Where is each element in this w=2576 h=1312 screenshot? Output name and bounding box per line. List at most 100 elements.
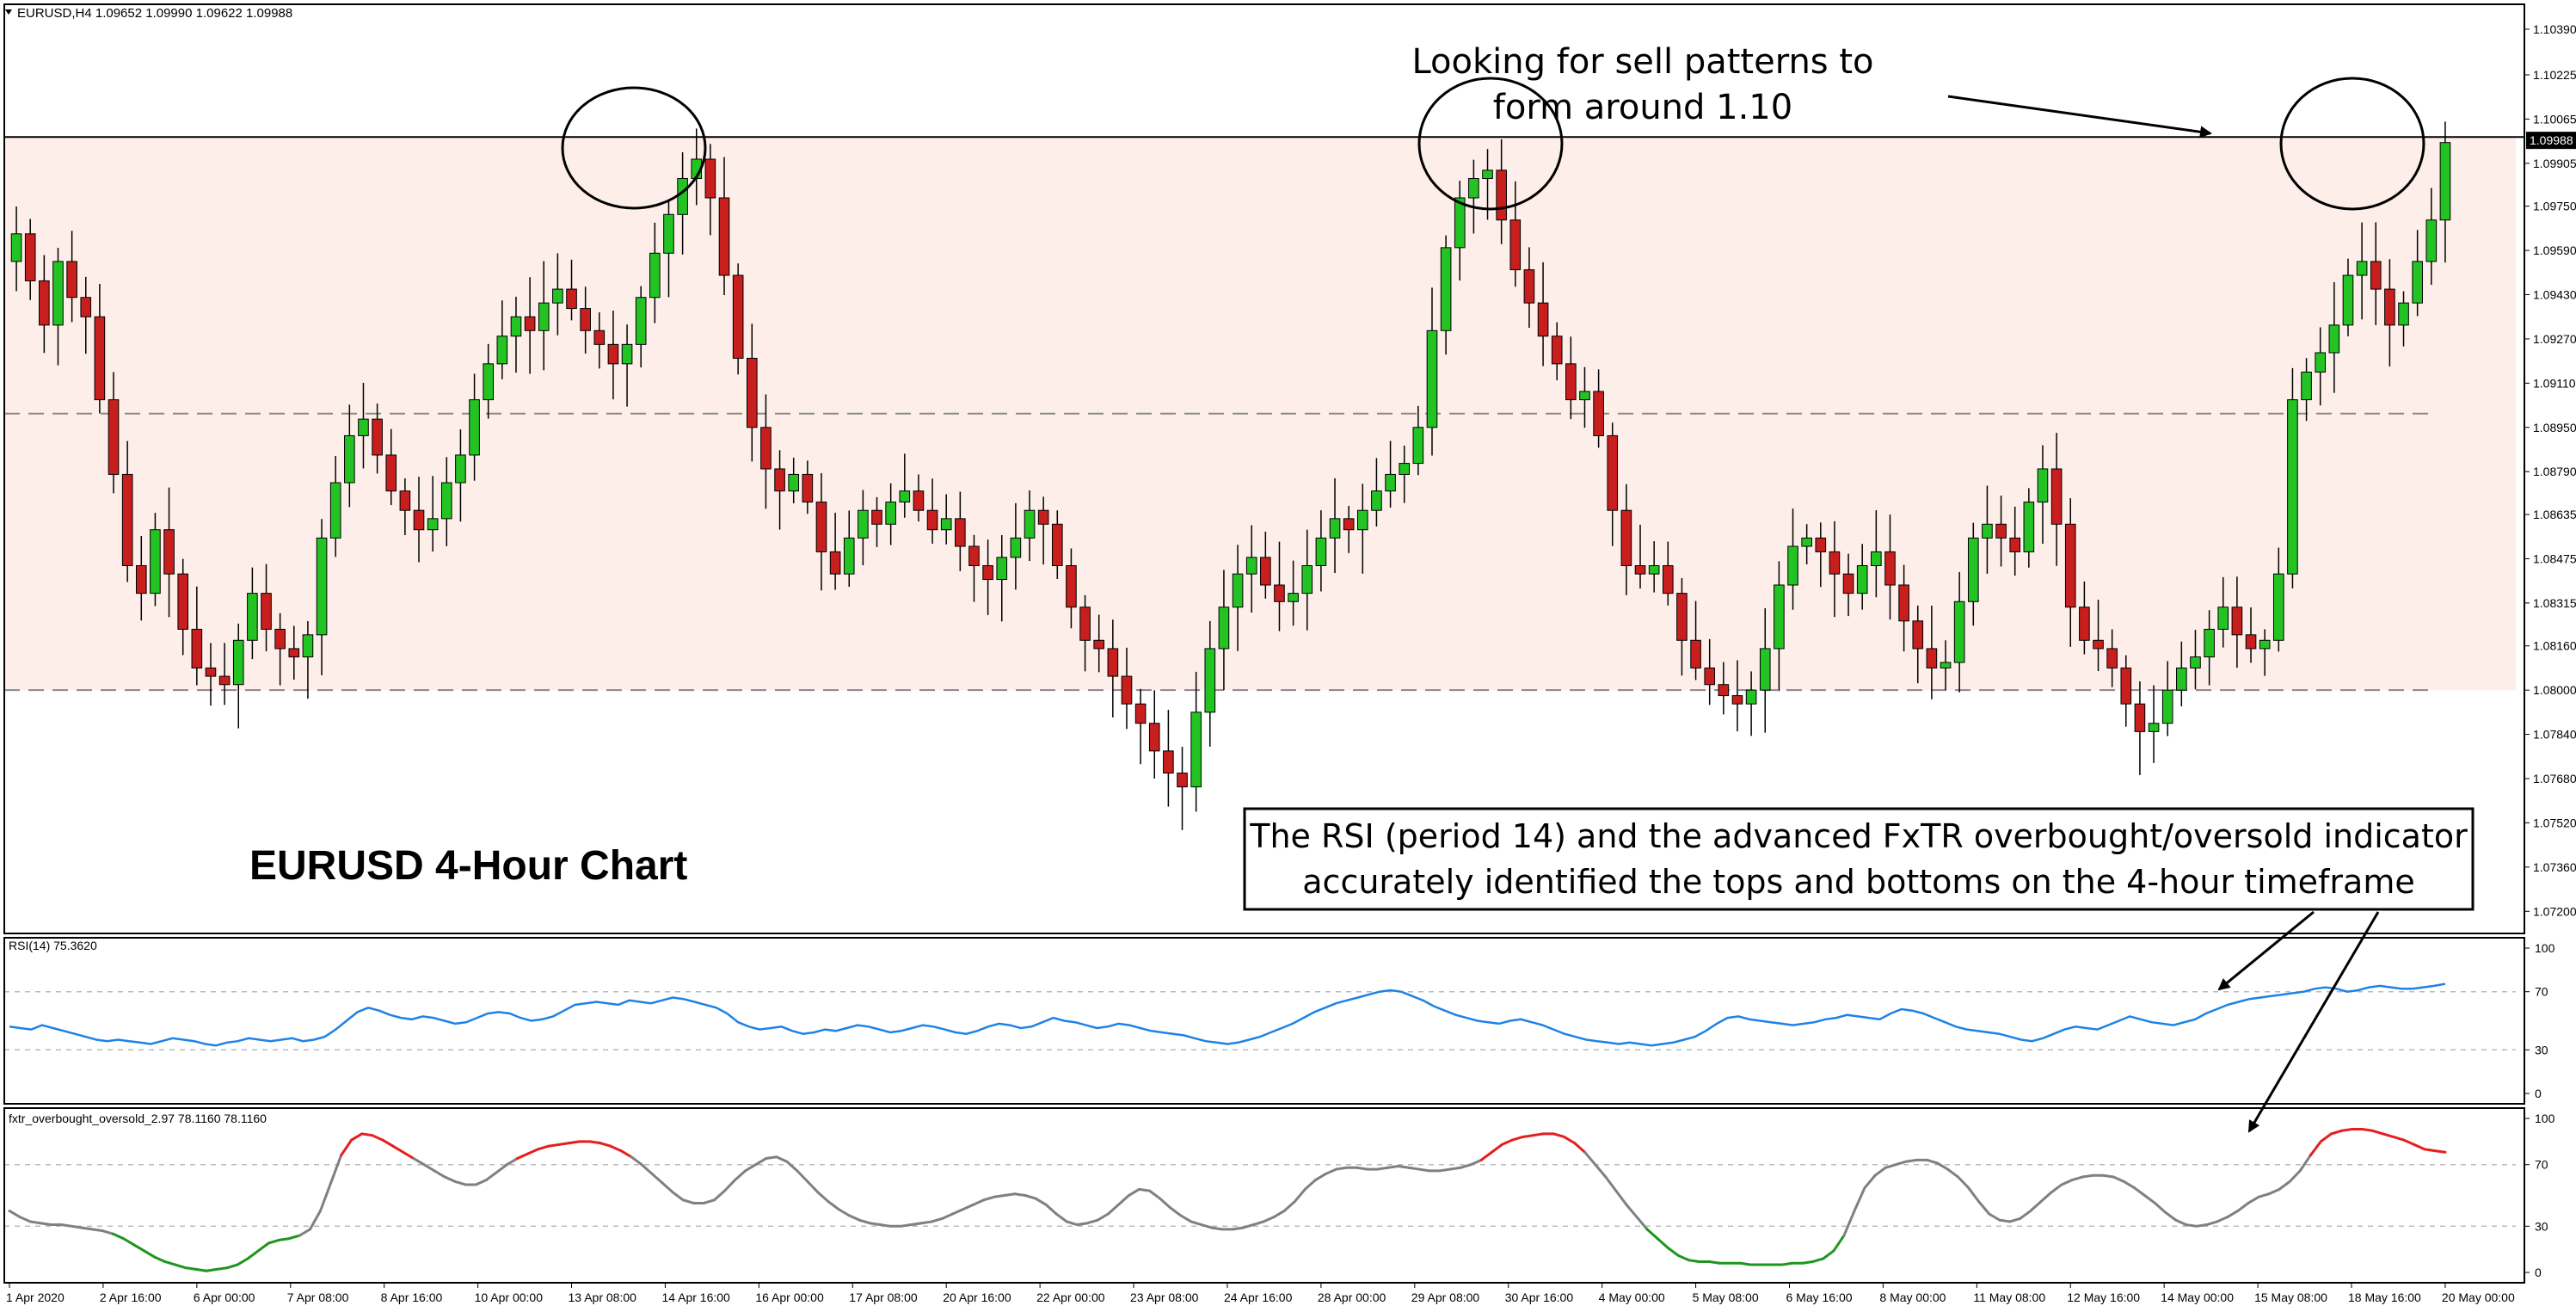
candle-body [163,529,175,575]
candle-body [440,482,452,520]
candle-body [1066,565,1077,608]
candle-body [2037,468,2049,503]
candle [2120,655,2132,727]
candle [385,428,397,506]
candle [2259,629,2271,676]
candle-body [580,308,591,331]
candle-body [2161,689,2173,724]
candle [1690,601,1701,681]
oscillator-segment [1469,1158,1483,1167]
candle-body [1134,703,1147,724]
candle [413,477,425,563]
oscillator-segment [1811,1257,1825,1263]
oscillator-segment [1531,1132,1546,1137]
pane-borders [3,3,2525,1284]
candle [2231,576,2243,668]
candle-body [1399,463,1411,475]
price-tick-label: 1.08790 [2533,465,2576,478]
oscillator-segment [329,1154,343,1185]
oscillator-segment [1438,1167,1452,1173]
candle [372,403,383,474]
oscillator-segment [1490,1143,1503,1154]
oscillator-segment [1552,1132,1566,1138]
price-tick-label: 1.07520 [2533,816,2576,829]
candle [926,478,938,544]
candle [1551,322,1563,381]
oscillator-segment [1251,1220,1265,1227]
candle [1745,671,1757,736]
candle-body [1079,607,1091,641]
candle-body [2412,261,2423,304]
candle [247,567,258,660]
oscillator-segment [2423,1148,2437,1153]
oscillator-segment [2070,1175,2084,1182]
candle-body [247,593,258,641]
candle [1842,553,1854,617]
candle-body [1982,523,1993,539]
candle-body [2134,703,2146,732]
time-tick-label: 22 Apr 00:00 [1036,1290,1105,1304]
oscillator-segment [80,1226,94,1231]
oscillator-pane[interactable]: 100 70 30 0 [4,1112,2555,1279]
rsi-line [9,982,2446,1047]
candle-body [191,628,203,668]
oscillator-segment [236,1257,249,1266]
oscillator-segment [681,1198,695,1204]
oscillator-segment [2060,1179,2074,1186]
candle-body [1482,169,1493,180]
candle-body [955,518,966,547]
candle-body [1218,607,1230,650]
oscillator-segment [360,1132,374,1137]
candle-body [1676,593,1688,641]
oscillator-segment [474,1179,488,1186]
oscillator-segment [754,1157,768,1167]
oscillator-segment [1935,1161,1949,1171]
candle [108,372,120,494]
candle [1301,529,1313,631]
candle [2204,610,2215,686]
candle-body [66,261,77,299]
oscillator-segment [909,1222,923,1227]
candle [2439,121,2451,263]
candle [885,483,896,545]
candle-body [2272,573,2284,641]
candle-body [232,639,244,686]
candle-body [2384,288,2395,326]
oscillator-segment [1946,1167,1960,1179]
candle-body [774,468,785,492]
candle [1148,690,1160,779]
pane-frame [3,937,2525,1105]
candle-body [1509,219,1522,271]
candle-body [2370,261,2382,290]
chevron-down-icon[interactable] [5,9,12,15]
oscillator-segment [28,1220,42,1225]
oscillator-segment [1231,1226,1245,1231]
time-tick-label: 14 May 00:00 [2161,1290,2234,1304]
rsi-pane[interactable]: 100 70 30 0 [4,941,2555,1100]
oscillator-segment [1148,1189,1162,1200]
oscillator-segment [1687,1259,1700,1263]
oscillator-segment [2195,1223,2209,1228]
current-price-label: 1.09988 [2530,133,2573,147]
oscillator-segment [184,1266,198,1271]
oscillator-segment [785,1160,799,1173]
time-tick-label: 4 May 00:00 [1599,1290,1665,1304]
time-tick-label: 12 May 16:00 [2067,1290,2140,1304]
oscillator-segment [1054,1212,1068,1223]
oscillator-segment [515,1152,530,1161]
candle-body [718,197,730,276]
oscillator-segment [1200,1223,1214,1229]
oscillator-segment [919,1220,934,1225]
oscillator-segment [1863,1173,1877,1190]
oscillator-segment [1169,1206,1183,1217]
oscillator-segment [2164,1210,2178,1222]
oscillator-segment [931,1217,944,1223]
candle-body [2287,399,2298,575]
sell-note-line2: form around 1.10 [1493,88,1792,127]
price-pane[interactable]: 1.10390 1.10225 1.10065 1.09905 1.09750 1.095… [4,22,2576,918]
candle [2328,281,2340,393]
candle [788,458,800,504]
candle [1288,560,1299,626]
candle [2023,488,2035,568]
